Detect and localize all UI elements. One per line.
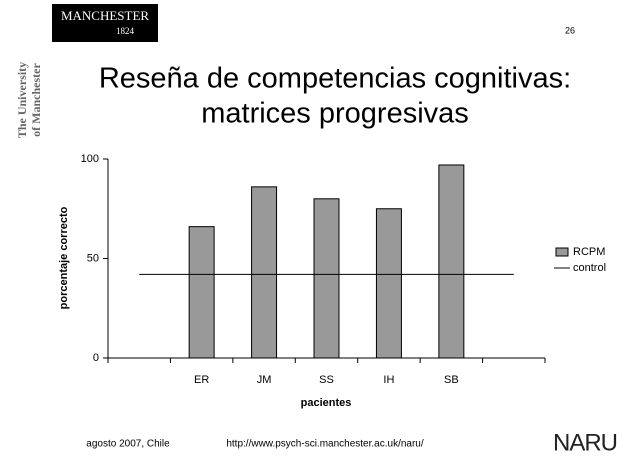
bar [251, 186, 278, 359]
side-logo-line: The University [15, 62, 29, 138]
x-axis-label: pacientes [301, 397, 352, 409]
logo-box [52, 4, 158, 42]
logo-year: 1824 [116, 26, 135, 36]
side-logo-line: of Manchester [29, 63, 43, 137]
y-tick-label: 0 [93, 352, 99, 364]
x-tick-label: SS [319, 374, 334, 386]
title: matrices progresivas [201, 98, 469, 130]
x-tick-label: ER [194, 374, 209, 386]
bar [313, 198, 340, 359]
footer-url: http://www.psych-sci.manchester.ac.uk/na… [226, 439, 424, 450]
bar [438, 164, 465, 359]
y-axis-label: porcentaje correcto [58, 206, 70, 309]
footer-logo: NARU [553, 429, 617, 456]
x-tick-label: SB [444, 374, 459, 386]
y-tick-label: 50 [87, 252, 99, 264]
legend-swatch [555, 247, 569, 257]
logo: MANCHESTER [61, 8, 149, 23]
legend-label: control [573, 262, 606, 274]
bar [188, 226, 215, 359]
x-tick-label: JM [257, 374, 272, 386]
title: Reseña de competencias cognitivas: [99, 63, 571, 95]
page-number: 26 [565, 25, 575, 35]
legend-label: RCPM [573, 246, 605, 258]
y-tick-label: 100 [81, 153, 99, 165]
footer-left: agosto 2007, Chile [86, 439, 170, 450]
side-logo: The University of Manchester [15, 62, 43, 138]
x-tick-label: IH [383, 374, 394, 386]
bar [375, 208, 402, 359]
